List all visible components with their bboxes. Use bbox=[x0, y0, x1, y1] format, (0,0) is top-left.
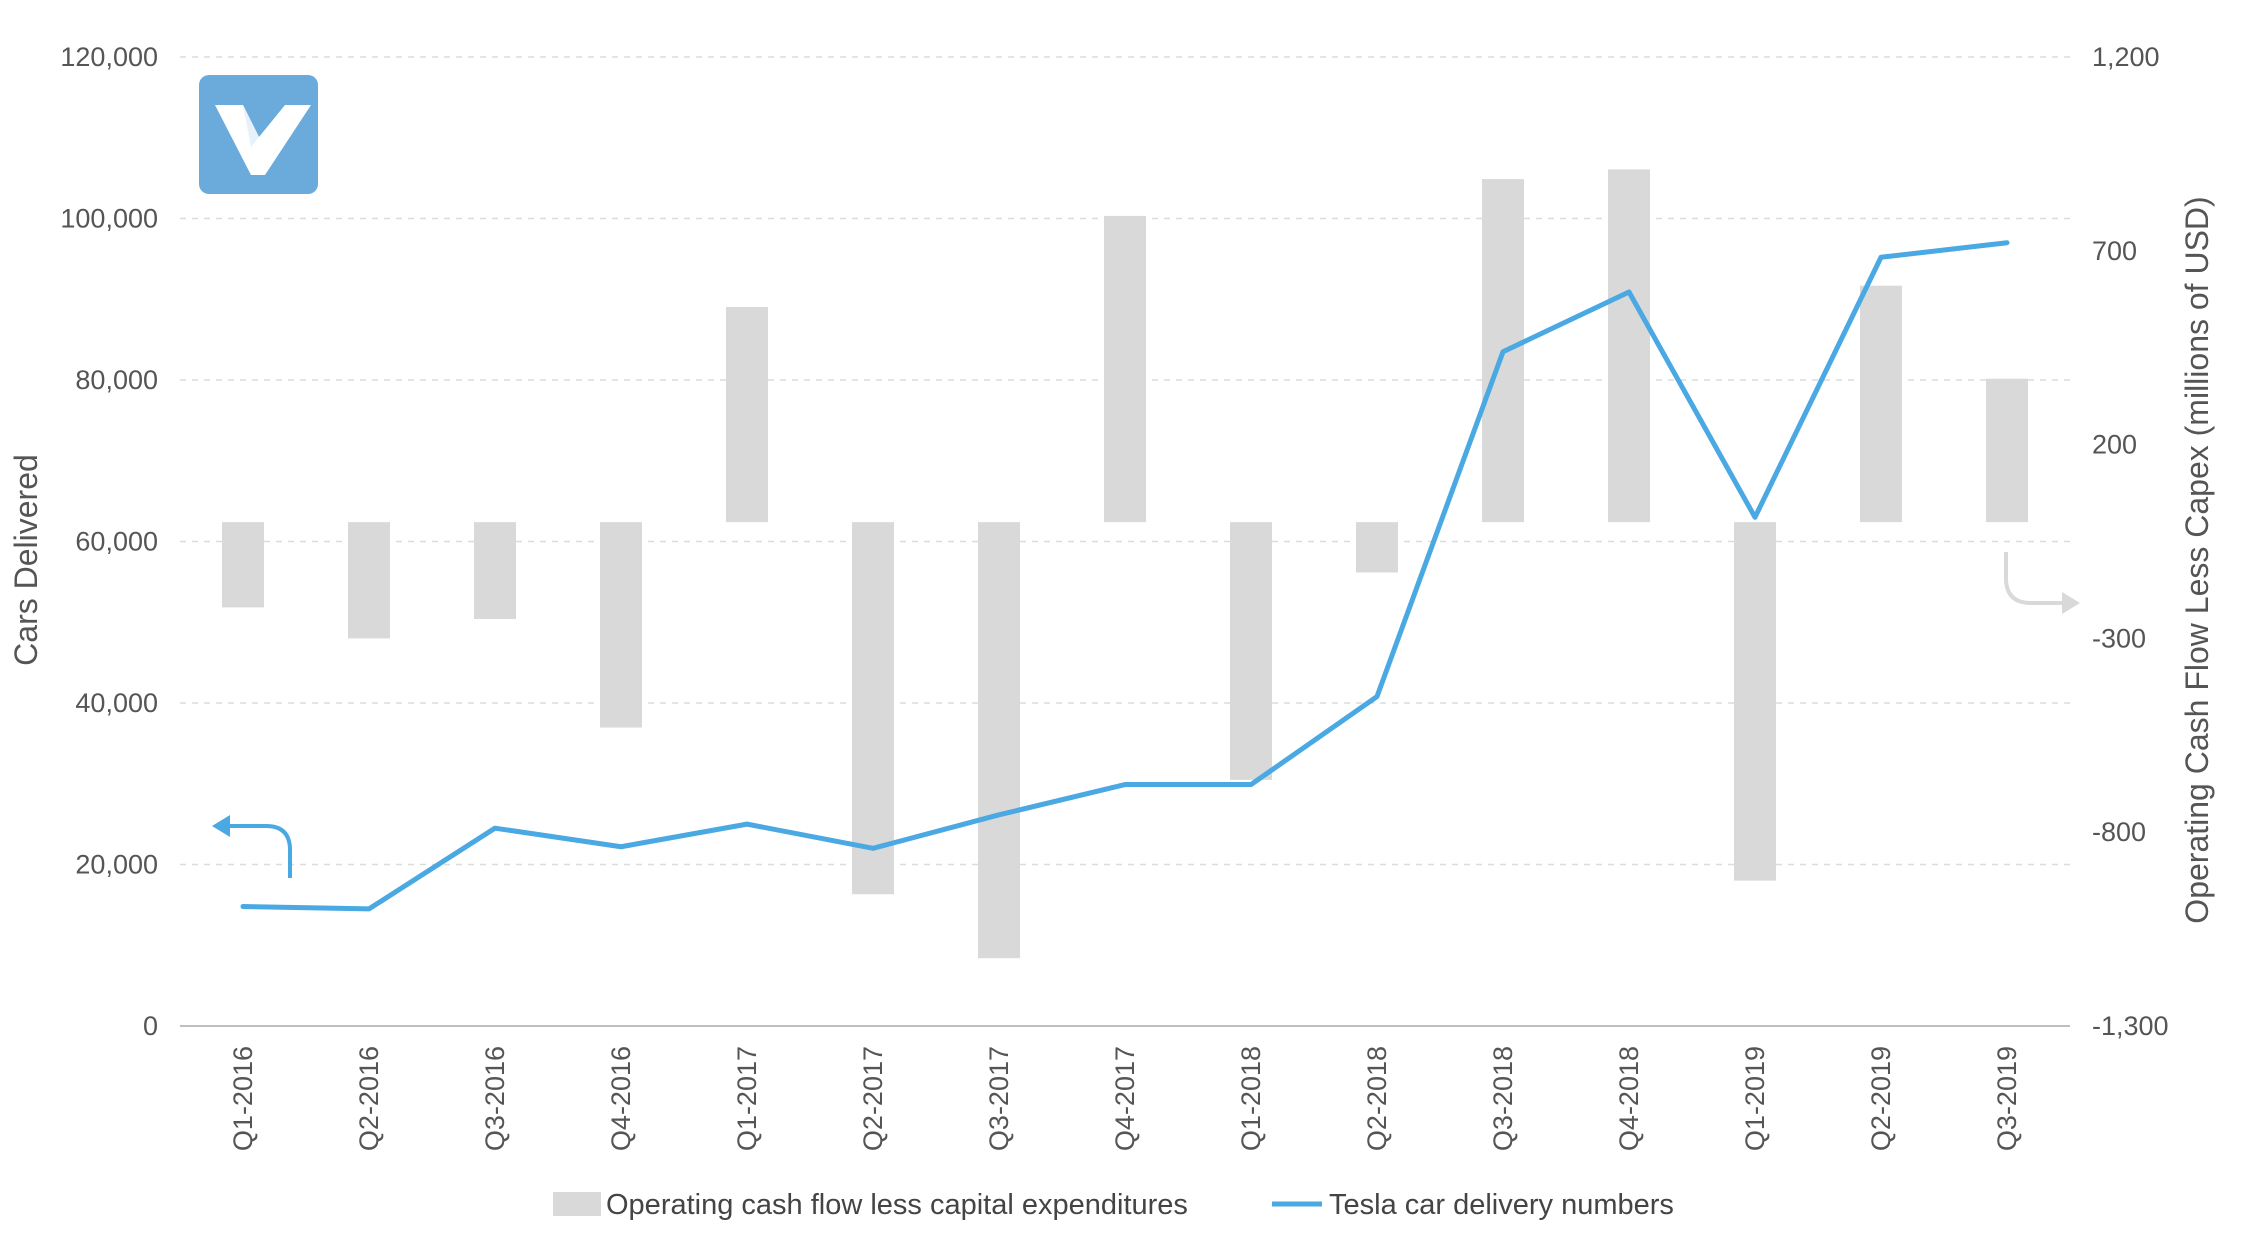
bar bbox=[600, 522, 642, 728]
bar bbox=[1356, 522, 1398, 573]
left-tick-label: 0 bbox=[143, 1011, 158, 1041]
bar-series bbox=[222, 169, 2028, 959]
x-tick-label: Q3-2018 bbox=[1488, 1046, 1518, 1151]
logo-icon bbox=[199, 75, 318, 194]
legend-swatch-bar bbox=[553, 1192, 601, 1216]
x-tick-label: Q1-2017 bbox=[732, 1046, 762, 1151]
left-tick-label: 20,000 bbox=[75, 850, 158, 880]
x-tick-label: Q1-2018 bbox=[1236, 1046, 1266, 1151]
x-axis-ticks: Q1-2016 Q2-2016 Q3-2016 Q4-2016 Q1-2017 Q2-20… bbox=[228, 1046, 2022, 1151]
left-tick-label: 60,000 bbox=[75, 527, 158, 557]
right-tick-label: 1,200 bbox=[2092, 42, 2160, 72]
bar bbox=[474, 522, 516, 620]
bar bbox=[1986, 378, 2028, 523]
x-tick-label: Q2-2017 bbox=[858, 1046, 888, 1151]
x-tick-label: Q4-2016 bbox=[606, 1046, 636, 1151]
right-axis-pointer-icon bbox=[2004, 552, 2080, 614]
legend: Operating cash flow less capital expendi… bbox=[553, 1189, 1674, 1221]
right-tick-label: -1,300 bbox=[2092, 1011, 2169, 1041]
x-tick-label: Q3-2017 bbox=[984, 1046, 1014, 1151]
left-tick-label: 40,000 bbox=[75, 688, 158, 718]
bar bbox=[348, 522, 390, 639]
x-tick-label: Q2-2018 bbox=[1362, 1046, 1392, 1151]
left-tick-label: 120,000 bbox=[60, 42, 158, 72]
x-tick-label: Q1-2019 bbox=[1740, 1046, 1770, 1151]
bar bbox=[1734, 522, 1776, 881]
x-tick-label: Q1-2016 bbox=[228, 1046, 258, 1151]
x-tick-label: Q2-2016 bbox=[354, 1046, 384, 1151]
bar bbox=[852, 522, 894, 895]
bar bbox=[222, 522, 264, 608]
bar bbox=[978, 522, 1020, 959]
legend-label-bar: Operating cash flow less capital expendi… bbox=[606, 1189, 1188, 1221]
x-tick-label: Q3-2016 bbox=[480, 1046, 510, 1151]
left-tick-label: 100,000 bbox=[60, 204, 158, 234]
left-tick-label: 80,000 bbox=[75, 365, 158, 395]
legend-label-line: Tesla car delivery numbers bbox=[1329, 1189, 1674, 1221]
bar bbox=[1860, 285, 1902, 523]
delivery-line bbox=[240, 240, 2010, 912]
right-axis-ticks: -1,300 -800 -300 200 700 1,200 bbox=[2092, 42, 2169, 1041]
bar bbox=[1608, 169, 1650, 523]
line-series bbox=[240, 240, 2010, 912]
right-tick-label: 700 bbox=[2092, 236, 2137, 266]
x-tick-label: Q2-2019 bbox=[1866, 1046, 1896, 1151]
left-axis-ticks: 0 20,000 40,000 60,000 80,000 100,000 120,000 bbox=[60, 42, 158, 1041]
x-tick-label: Q4-2018 bbox=[1614, 1046, 1644, 1151]
right-tick-label: 200 bbox=[2092, 430, 2137, 460]
bar bbox=[1104, 215, 1146, 523]
right-axis-title: Operating Cash Flow Less Capex (millions… bbox=[2179, 196, 2215, 923]
bar bbox=[726, 307, 768, 523]
left-axis-title: Cars Delivered bbox=[8, 454, 44, 666]
x-tick-label: Q4-2017 bbox=[1110, 1046, 1140, 1151]
right-tick-label: -300 bbox=[2092, 623, 2146, 653]
left-axis-pointer-icon bbox=[212, 815, 292, 878]
x-tick-label: Q3-2019 bbox=[1992, 1046, 2022, 1151]
bar bbox=[1230, 522, 1272, 780]
right-tick-label: -800 bbox=[2092, 817, 2146, 847]
